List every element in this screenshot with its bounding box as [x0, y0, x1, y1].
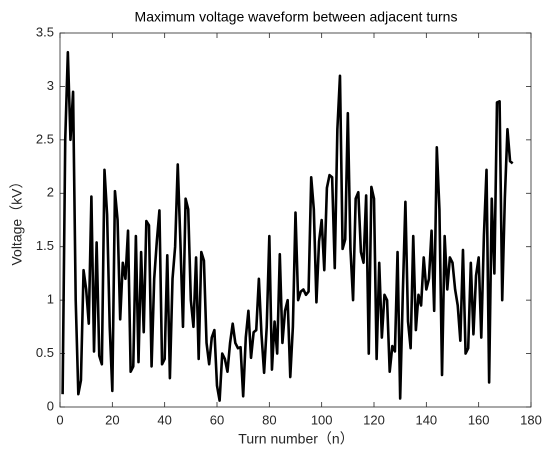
y-tick-label: 1 — [47, 292, 54, 307]
x-tick-label: 160 — [468, 412, 490, 427]
y-tick-label: 3 — [47, 78, 54, 93]
data-line — [61, 50, 514, 402]
x-tick-label: 180 — [520, 412, 542, 427]
x-tick-label: 20 — [105, 412, 119, 427]
y-tick-label: 1.5 — [36, 238, 54, 253]
x-tick-label: 40 — [157, 412, 171, 427]
y-tick-label: 0.5 — [36, 345, 54, 360]
x-tick-label: 60 — [210, 412, 224, 427]
x-tick-label: 140 — [415, 412, 437, 427]
x-tick-label: 100 — [311, 412, 333, 427]
y-tick-label: 2.5 — [36, 131, 54, 146]
chart-title: Maximum voltage waveform between adjacen… — [135, 9, 458, 25]
y-tick-label: 0 — [47, 398, 54, 413]
y-tick-label: 2 — [47, 185, 54, 200]
x-axis-label: Turn number（n） — [238, 431, 353, 447]
y-tick-label: 3.5 — [36, 24, 54, 39]
x-tick-label: 80 — [262, 412, 276, 427]
x-tick-label: 0 — [56, 412, 63, 427]
y-axis-label: Voltage（kV） — [9, 174, 25, 265]
x-tick-label: 120 — [363, 412, 385, 427]
